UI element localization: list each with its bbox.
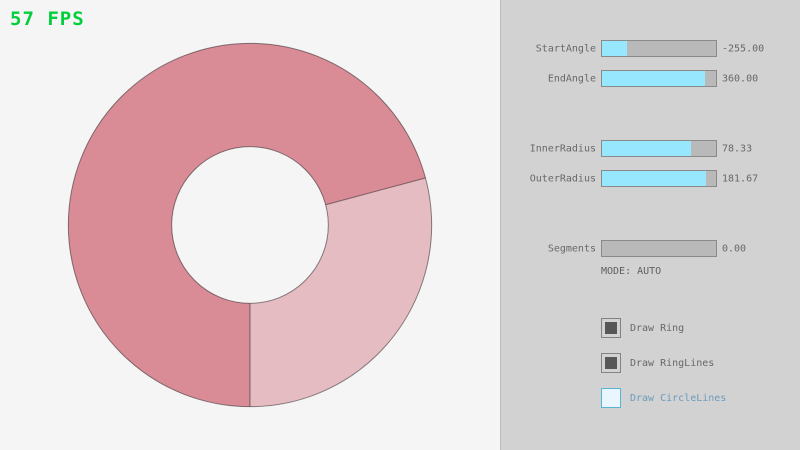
start-angle-value: -255.00 — [722, 43, 765, 54]
draw-ring-checkbox[interactable] — [601, 318, 621, 338]
draw-circle-lines-checkbox[interactable] — [601, 388, 621, 408]
inner-radius-slider[interactable] — [601, 140, 717, 157]
draw-ring-checkbox-row: Draw Ring — [601, 318, 684, 338]
inner-radius-value: 78.33 — [722, 143, 753, 154]
outer-radius-slider[interactable] — [601, 170, 717, 187]
ring-light-sector — [250, 177, 432, 407]
controls-panel: StartAngle -255.00 EndAngle 360.00 Inner… — [500, 0, 800, 450]
start-angle-slider-fill — [602, 41, 627, 56]
ring-radial-line-start — [325, 177, 426, 206]
end-angle-value: 360.00 — [722, 73, 759, 84]
outer-radius-value: 181.67 — [722, 173, 759, 184]
outer-radius-row: OuterRadius 181.67 — [501, 170, 800, 187]
start-angle-slider[interactable] — [601, 40, 717, 57]
end-angle-slider-fill — [602, 71, 705, 86]
fps-counter: 57 FPS — [10, 8, 85, 30]
inner-radius-row: InnerRadius 78.33 — [501, 140, 800, 157]
draw-circle-lines-checkbox-row: Draw CircleLines — [601, 388, 726, 408]
ring-figure — [67, 42, 433, 408]
draw-circle-lines-checkbox-label: Draw CircleLines — [630, 392, 727, 404]
end-angle-label: EndAngle — [547, 73, 596, 84]
start-angle-row: StartAngle -255.00 — [501, 40, 800, 57]
draw-ring-lines-checkbox[interactable] — [601, 353, 621, 373]
end-angle-slider[interactable] — [601, 70, 717, 87]
draw-ring-lines-checkbox-label: Draw RingLines — [630, 357, 715, 369]
ring-dark-sector — [68, 43, 426, 407]
draw-ring-checkbox-label: Draw Ring — [630, 322, 685, 334]
outer-radius-slider-fill — [602, 171, 706, 186]
draw-ring-lines-checkbox-row: Draw RingLines — [601, 353, 714, 373]
segments-label: Segments — [547, 243, 596, 254]
start-angle-label: StartAngle — [535, 43, 596, 54]
segments-row: Segments 0.00 — [501, 240, 800, 257]
segments-mode-text: MODE: AUTO — [601, 266, 662, 277]
ring-outer-outline — [67, 42, 433, 408]
end-angle-row: EndAngle 360.00 — [501, 70, 800, 87]
inner-radius-label: InnerRadius — [529, 143, 596, 154]
render-canvas: 57 FPS — [10, 8, 433, 408]
ring-inner-outline — [171, 146, 329, 304]
segments-value: 0.00 — [722, 243, 747, 254]
inner-radius-slider-fill — [602, 141, 692, 156]
segments-slider[interactable] — [601, 240, 717, 257]
outer-radius-label: OuterRadius — [529, 173, 596, 184]
